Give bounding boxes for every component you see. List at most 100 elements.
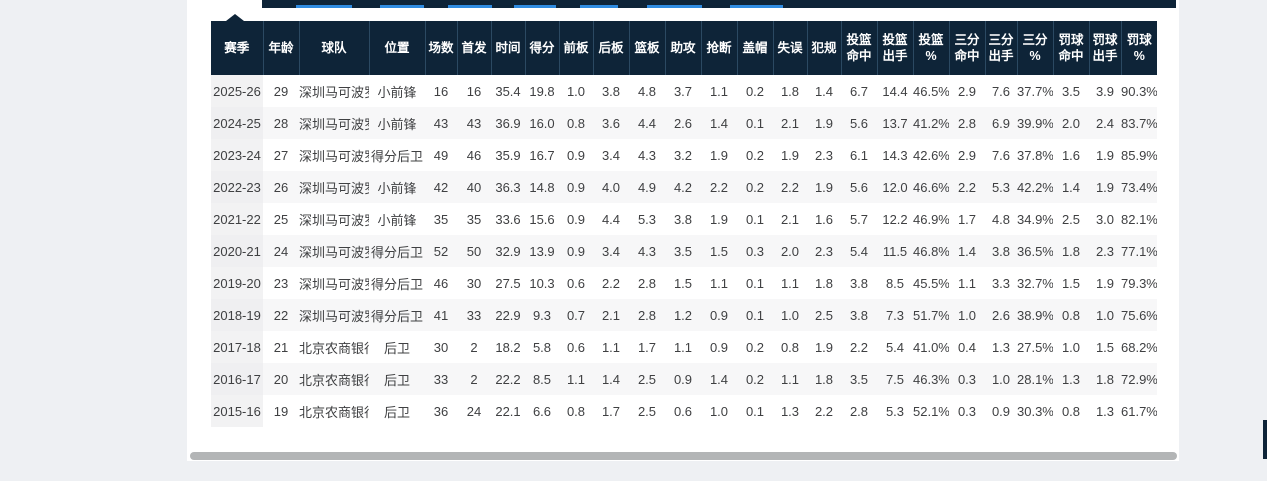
season-cell: 2023-24 [211, 139, 263, 171]
table-cell: 42.2% [1017, 171, 1053, 203]
table-cell: 4.3 [637, 147, 657, 163]
table-cell: 49 [433, 147, 449, 163]
table-cell: 1.4 [701, 107, 737, 139]
tab-underline[interactable] [296, 5, 352, 8]
table-cell: 22 [263, 299, 299, 331]
table-cell: 1.4 [701, 363, 737, 395]
season-cell: 2018-19 [211, 299, 263, 331]
tab-underline[interactable] [647, 5, 702, 8]
table-cell: 0.1 [745, 275, 765, 291]
table-cell: 22.1 [495, 403, 521, 419]
table-cell: 北京农商银行 [299, 363, 369, 395]
table-cell: 1.6 [1061, 147, 1081, 163]
table-cell: 1.5 [1095, 339, 1115, 355]
table-cell: 1.2 [665, 299, 701, 331]
table-cell: 0.9 [701, 299, 737, 331]
table-cell: 18.2 [495, 339, 521, 355]
table-cell: 3.9 [1095, 83, 1115, 99]
horizontal-scrollbar-thumb[interactable] [190, 452, 1177, 460]
table-cell: 2.6 [985, 299, 1017, 331]
table-cell: 4.8 [991, 211, 1011, 227]
table-cell: 5.8 [532, 339, 552, 355]
player-season-stats-table: 赛季 年龄 球队 位置 场数 首发 时间 得分 前板 后板 篮板 助攻 抢断 盖帽 失误 犯规 投篮 命中 投篮 … [211, 21, 1157, 427]
table-cell: 2.8 [629, 299, 665, 331]
table-cell: 5.6 [841, 107, 877, 139]
table-cell: 4.4 [629, 107, 665, 139]
table-cell: 0.8 [1053, 299, 1089, 331]
table-cell: 3.2 [673, 147, 693, 163]
table-cell: 8.5 [525, 363, 559, 395]
table-cell: 6.9 [985, 107, 1017, 139]
table-cell: 72.9% [1121, 363, 1157, 395]
table-cell: 0.1 [745, 403, 765, 419]
table-cell: 0.9 [709, 339, 729, 355]
table-cell: 73.4% [1121, 171, 1157, 203]
tab-underline[interactable] [380, 5, 424, 8]
table-cell: 1.7 [637, 339, 657, 355]
column-header: 抢断 [701, 21, 738, 75]
table-row: 2025-26 29 深圳马可波罗小前锋 16 16 35.4 19.8 1.0 3.8 4.8 3… [211, 75, 1157, 107]
table-cell: 2.1 [593, 299, 629, 331]
table-cell: 4.9 [629, 171, 665, 203]
table-cell: 4.3 [629, 235, 665, 267]
table-cell: 23 [273, 275, 289, 291]
tab-underline[interactable] [514, 5, 556, 8]
tab-bar[interactable] [262, 0, 1176, 8]
tab-underline[interactable] [448, 5, 492, 8]
table-cell: 5.3 [985, 171, 1017, 203]
table-cell: 1.7 [601, 403, 621, 419]
table-cell: 0.3 [949, 363, 985, 395]
season-cell: 2019-20 [211, 267, 263, 299]
table-cell: 28 [263, 107, 299, 139]
table-cell: 1.8 [807, 363, 841, 395]
table-cell: 2.6 [665, 107, 701, 139]
table-cell: 32.7% [1017, 275, 1053, 291]
table-cell: 1.3 [1053, 363, 1089, 395]
table-cell: 2.3 [807, 235, 841, 267]
table-cell: 46.9% [913, 211, 949, 227]
table-cell: 2.3 [1089, 235, 1121, 267]
table-cell: 14.3 [882, 147, 908, 163]
column-header: 罚球 命中 [1053, 21, 1090, 75]
table-cell: 0.9 [566, 211, 586, 227]
table-cell: 后卫 [369, 363, 425, 395]
table-cell: 1.0 [566, 83, 586, 99]
table-cell: 41 [425, 299, 457, 331]
table-cell: 2.2 [773, 171, 807, 203]
table-cell: 11.5 [877, 235, 913, 267]
table-cell: 2.2 [701, 171, 737, 203]
table-cell: 1.0 [985, 363, 1017, 395]
table-row: 2019-20 23 深圳马可波罗得分后卫 46 30 27.5 10.3 0.6 2.2 2.8… [211, 267, 1157, 299]
table-cell: 2.0 [773, 235, 807, 267]
tab-underline[interactable] [580, 5, 618, 8]
table-row: 2017-18 21 北京农商银行后卫 30 2 18.2 5.8 0.6 1.1 1.7 1.1 0… [211, 331, 1157, 363]
tab-underline[interactable] [730, 5, 783, 8]
table-cell: 35 [433, 211, 449, 227]
table-cell: 1.3 [1095, 403, 1115, 419]
table-cell: 1.0 [709, 403, 729, 419]
table-cell: 51.7% [913, 299, 949, 331]
column-header: 投篮 命中 [841, 21, 878, 75]
table-cell: 37.8% [1017, 147, 1053, 163]
table-cell: 33 [457, 299, 491, 331]
table-cell: 1.0 [949, 299, 985, 331]
table-cell: 5.4 [841, 235, 877, 267]
table-cell: 41.2% [913, 107, 949, 139]
table-cell: 3.8 [849, 275, 869, 291]
table-cell: 30 [433, 339, 449, 355]
table-cell: 61.7% [1121, 403, 1157, 419]
table-cell: 43 [457, 107, 491, 139]
table-cell: 36 [433, 403, 449, 419]
table-cell: 1.6 [814, 211, 834, 227]
table-cell: 0.9 [559, 235, 593, 267]
table-cell: 41.0% [913, 339, 949, 355]
floating-widget-edge[interactable] [1263, 420, 1267, 459]
table-cell: 0.2 [745, 339, 765, 355]
table-cell: 2.1 [780, 211, 800, 227]
table-row: 2022-2326深圳马可波罗小前锋424036.314.80.94.04.94… [211, 171, 1157, 203]
table-cell: 1.9 [709, 211, 729, 227]
table-cell: 52.1% [913, 403, 949, 419]
table-row: 2016-1720北京农商银行后卫33222.28.51.11.42.50.91… [211, 363, 1157, 395]
table-cell: 2.8 [637, 275, 657, 291]
table-cell: 4.0 [593, 171, 629, 203]
